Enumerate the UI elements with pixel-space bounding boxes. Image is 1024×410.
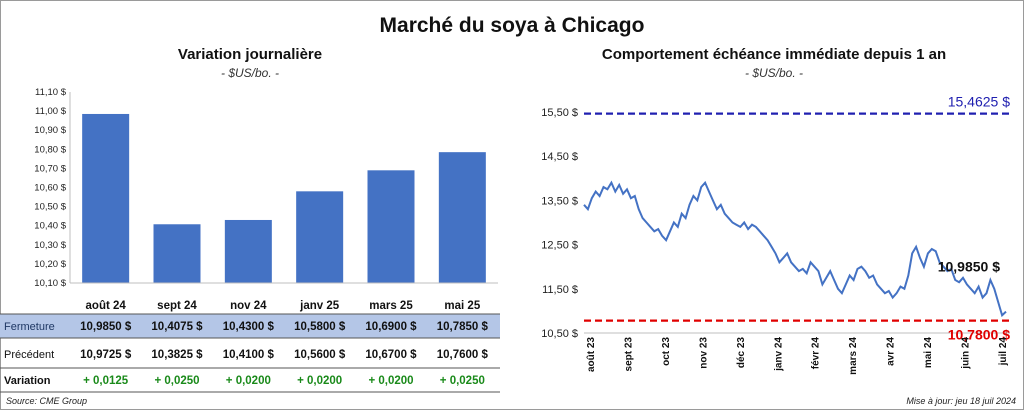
- x-tick-label: juin 24: [961, 337, 972, 370]
- x-tick-label: sept 24: [157, 300, 197, 312]
- prev-value: 10,3825 $: [151, 349, 203, 361]
- y-tick-label: 11,10 $: [35, 87, 67, 98]
- change-value: + 0,0250: [440, 375, 485, 387]
- source-note: Source: CME Group: [6, 396, 88, 406]
- y-tick-label: 11,00 $: [35, 106, 67, 117]
- y-tick-label: 10,80 $: [34, 144, 66, 155]
- y-tick-label: 10,50 $: [34, 202, 66, 213]
- y-tick-label: 10,30 $: [34, 240, 66, 251]
- bar: [296, 191, 344, 283]
- close-value: 10,9850 $: [80, 321, 132, 333]
- bar: [153, 224, 201, 283]
- x-tick-label: déc 23: [736, 337, 747, 369]
- prev-value: 10,5600 $: [294, 349, 346, 361]
- last-value-label: 10,9850 $: [938, 259, 1000, 275]
- right-subtitle: Comportement échéance immédiate depuis 1…: [601, 46, 947, 63]
- x-tick-label: janv 25: [299, 300, 340, 312]
- change-value: + 0,0250: [154, 375, 199, 387]
- left-subtitle: Variation journalière: [177, 46, 323, 63]
- bar: [367, 170, 415, 283]
- row-label-prev: Précédent: [4, 349, 54, 361]
- x-tick-label: févr 24: [811, 337, 822, 370]
- line-chart: 10,50 $ 11,50 $ 12,50 $ 13,50 $ 14,50 $ 15,50…: [541, 94, 1010, 375]
- prev-value: 10,4100 $: [223, 349, 275, 361]
- x-tick-label: nov 23: [698, 337, 709, 369]
- y-tick-label: 10,20 $: [34, 259, 66, 270]
- y-tick-label: 10,50 $: [541, 328, 578, 340]
- page-title: Marché du soya à Chicago: [379, 14, 645, 37]
- y-tick-label: 10,90 $: [34, 125, 66, 136]
- close-row-bg: [0, 314, 500, 338]
- x-tick-label: oct 23: [661, 337, 672, 366]
- x-tick-label: sept 23: [623, 337, 634, 372]
- prev-value: 10,6700 $: [365, 349, 417, 361]
- y-tick-label: 13,50 $: [541, 195, 578, 207]
- y-tick-label: 11,50 $: [542, 284, 578, 296]
- x-tick-label: mars 24: [848, 337, 859, 375]
- row-label-change: Variation: [4, 375, 51, 387]
- x-tick-label: août 23: [586, 337, 597, 372]
- change-value: + 0,0125: [83, 375, 129, 387]
- bar: [438, 152, 486, 283]
- row-label-close: Fermeture: [4, 321, 55, 333]
- change-value: + 0,0200: [297, 375, 342, 387]
- y-tick-label: 10,60 $: [34, 183, 66, 194]
- left-unit: - $US/bo. -: [220, 66, 280, 80]
- change-value: + 0,0200: [368, 375, 413, 387]
- x-tick-label: juil 24: [998, 337, 1009, 367]
- prev-value: 10,9725 $: [80, 349, 132, 361]
- close-value: 10,6900 $: [365, 321, 417, 333]
- prev-value: 10,7600 $: [437, 349, 489, 361]
- right-unit: - $US/bo. -: [744, 66, 804, 80]
- x-tick-label: janv 24: [773, 337, 784, 372]
- close-value: 10,4300 $: [223, 321, 275, 333]
- low-reference-label: 10,7800 $: [948, 327, 1010, 343]
- high-reference-label: 15,4625 $: [948, 94, 1010, 110]
- y-tick-label: 10,70 $: [34, 163, 66, 174]
- y-tick-label: 10,10 $: [34, 278, 66, 289]
- x-tick-label: mai 25: [444, 300, 480, 312]
- update-note: Mise à jour: jeu 18 juil 2024: [906, 396, 1016, 406]
- y-tick-label: 10,40 $: [34, 221, 66, 232]
- y-tick-label: 12,50 $: [541, 240, 578, 252]
- change-value: + 0,0200: [226, 375, 271, 387]
- y-tick-label: 15,50 $: [541, 107, 578, 119]
- price-line: [583, 180, 1007, 318]
- bar: [82, 113, 130, 283]
- x-tick-label: août 24: [86, 300, 127, 312]
- x-tick-label: mars 25: [369, 300, 413, 312]
- close-value: 10,5800 $: [294, 321, 346, 333]
- x-tick-label: mai 24: [923, 337, 934, 369]
- close-value: 10,4075 $: [151, 321, 203, 333]
- x-tick-label: avr 24: [886, 337, 897, 366]
- y-tick-label: 14,50 $: [541, 151, 578, 163]
- bar: [224, 219, 272, 283]
- x-tick-label: nov 24: [230, 300, 267, 312]
- bar-chart: 10,10 $ 10,20 $ 10,30 $ 10,40 $ 10,50 $ 10,60…: [0, 87, 500, 393]
- close-value: 10,7850 $: [437, 321, 489, 333]
